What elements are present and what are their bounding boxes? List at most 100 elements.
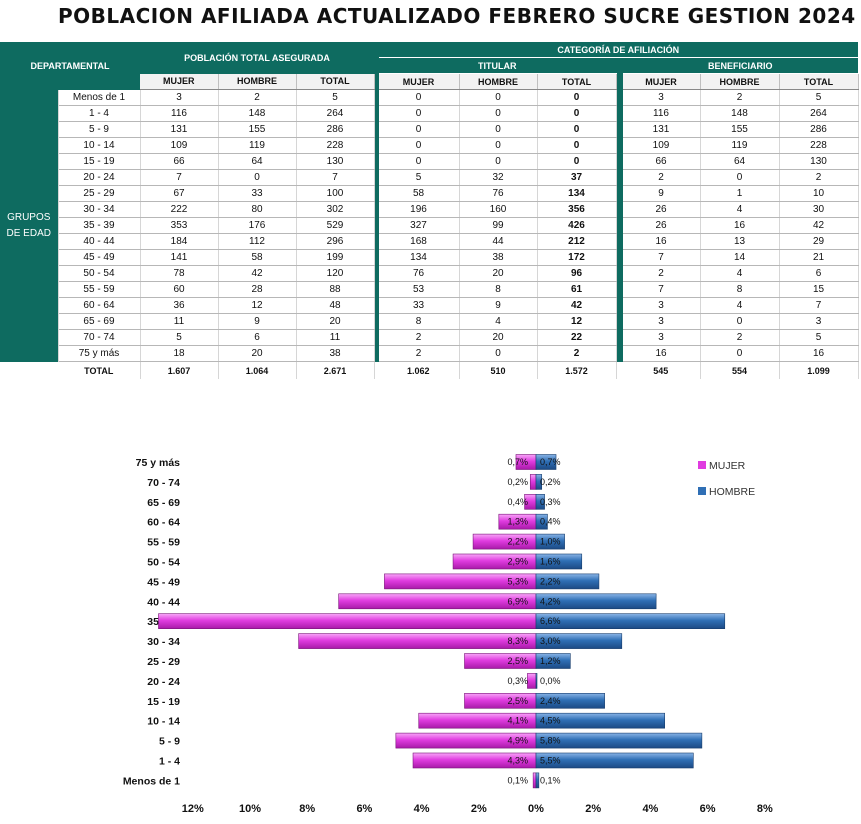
value-cell: 212 [537,233,617,250]
total-value-cell: 1.062 [378,361,460,379]
value-cell: 88 [296,281,375,298]
value-cell: 0 [378,105,460,122]
hombre-bar [535,633,623,649]
hombre-data-label: 5,5% [540,756,561,766]
table-row: 40 - 44 184 112 296 168 44 212 16 13 29 [0,233,859,250]
value-cell: 0 [378,137,460,154]
age-group-cell: 35 - 39 [58,217,141,234]
hombre-data-label: 4,2% [540,596,561,606]
value-cell: 131 [622,121,701,138]
total-value-cell: 510 [459,361,538,379]
grupos-de-edad-label: GRUPOS DE EDAD [0,89,59,362]
table-row: 15 - 19 66 64 130 0 0 0 66 64 130 [0,153,859,170]
value-cell: 7 [622,281,701,298]
value-cell: 33 [218,185,297,202]
mujer-data-label: 2,5% [507,656,528,666]
table-row: 20 - 24 7 0 7 5 32 37 2 0 2 [0,169,859,186]
value-cell: 0 [459,89,538,106]
value-cell: 0 [218,169,297,186]
value-cell: 100 [296,185,375,202]
category-label: 55 - 59 [147,537,180,549]
value-cell: 176 [218,217,297,234]
legend-hombre-label: HOMBRE [709,486,755,498]
value-cell: 7 [622,249,701,266]
hombre-bar [535,732,703,749]
value-cell: 529 [296,217,375,234]
value-cell: 66 [140,153,219,170]
age-group-cell: 40 - 44 [58,233,141,250]
value-cell: 0 [537,105,617,122]
value-cell: 53 [378,281,460,298]
value-cell: 148 [700,105,780,122]
value-cell: 38 [296,345,375,362]
total-value-cell: 1.099 [779,361,859,379]
value-cell: 4 [700,265,780,282]
age-group-cell: 60 - 64 [58,297,141,314]
value-cell: 0 [378,153,460,170]
col-header: MUJER [378,73,460,90]
value-cell: 0 [378,89,460,106]
x-tick-label: 6% [700,803,716,815]
value-cell: 0 [700,169,780,186]
mujer-data-label: 0,1% [507,775,528,785]
age-group-cell: 1 - 4 [58,105,141,122]
value-cell: 112 [218,233,297,250]
value-cell: 16 [779,345,859,362]
table-row: 75 y más 18 20 38 2 0 2 16 0 16 [0,345,859,362]
total-value-cell: 1.064 [218,361,297,379]
value-cell: 36 [140,297,219,314]
value-cell: 2 [779,169,859,186]
beneficiario-header: BENEFICIARIO [622,57,858,74]
legend-hombre-swatch [698,487,706,495]
age-group-cell: 55 - 59 [58,281,141,298]
hombre-bar [535,533,565,550]
value-cell: 20 [218,345,297,362]
age-group-cell: 75 y más [58,345,141,362]
value-cell: 134 [537,185,617,202]
hombre-bar [535,712,665,729]
category-label: Menos de 1 [123,775,180,787]
value-cell: 38 [459,249,538,266]
category-label: 50 - 54 [147,557,180,569]
col-header: TOTAL [537,73,617,90]
value-cell: 44 [459,233,538,250]
hombre-bar [535,454,557,470]
population-pyramid-chart: Menos de 1 0,1% 0,1% 1 - 4 4,3% 5,5% 5 - 9 4,9%… [123,454,773,815]
value-cell: 48 [296,297,375,314]
hombre-bar [535,573,600,590]
age-group-cell: 65 - 69 [58,313,141,330]
value-cell: 2 [537,345,617,362]
value-cell: 30 [779,201,859,218]
category-label: 1 - 4 [159,756,180,768]
x-tick-label: 4% [414,803,430,815]
mujer-data-label: 4,1% [507,716,528,726]
value-cell: 37 [537,169,617,186]
table-row: 70 - 74 5 6 11 2 20 22 3 2 5 [0,329,859,346]
age-group-cell: 70 - 74 [58,329,141,346]
value-cell: 296 [296,233,375,250]
value-cell: 228 [779,137,859,154]
value-cell: 228 [296,137,375,154]
value-cell: 2 [622,169,701,186]
age-group-cell: 45 - 49 [58,249,141,266]
value-cell: 7 [296,169,375,186]
value-cell: 18 [140,345,219,362]
legend-mujer-swatch [698,461,706,469]
hombre-data-label: 2,2% [540,576,561,586]
value-cell: 196 [378,201,460,218]
mujer-data-label: 2,9% [507,557,528,567]
hombre-data-label: 3,0% [540,636,561,646]
category-label: 70 - 74 [147,477,180,489]
hombre-bar [535,553,583,570]
value-cell: 2 [218,89,297,106]
value-cell: 119 [218,137,297,154]
value-cell: 78 [140,265,219,282]
mujer-data-label: 1,3% [507,517,528,527]
value-cell: 29 [779,233,859,250]
titular-header: TITULAR [378,57,616,74]
value-cell: 264 [779,105,859,122]
value-cell: 28 [218,281,297,298]
value-cell: 3 [140,89,219,106]
